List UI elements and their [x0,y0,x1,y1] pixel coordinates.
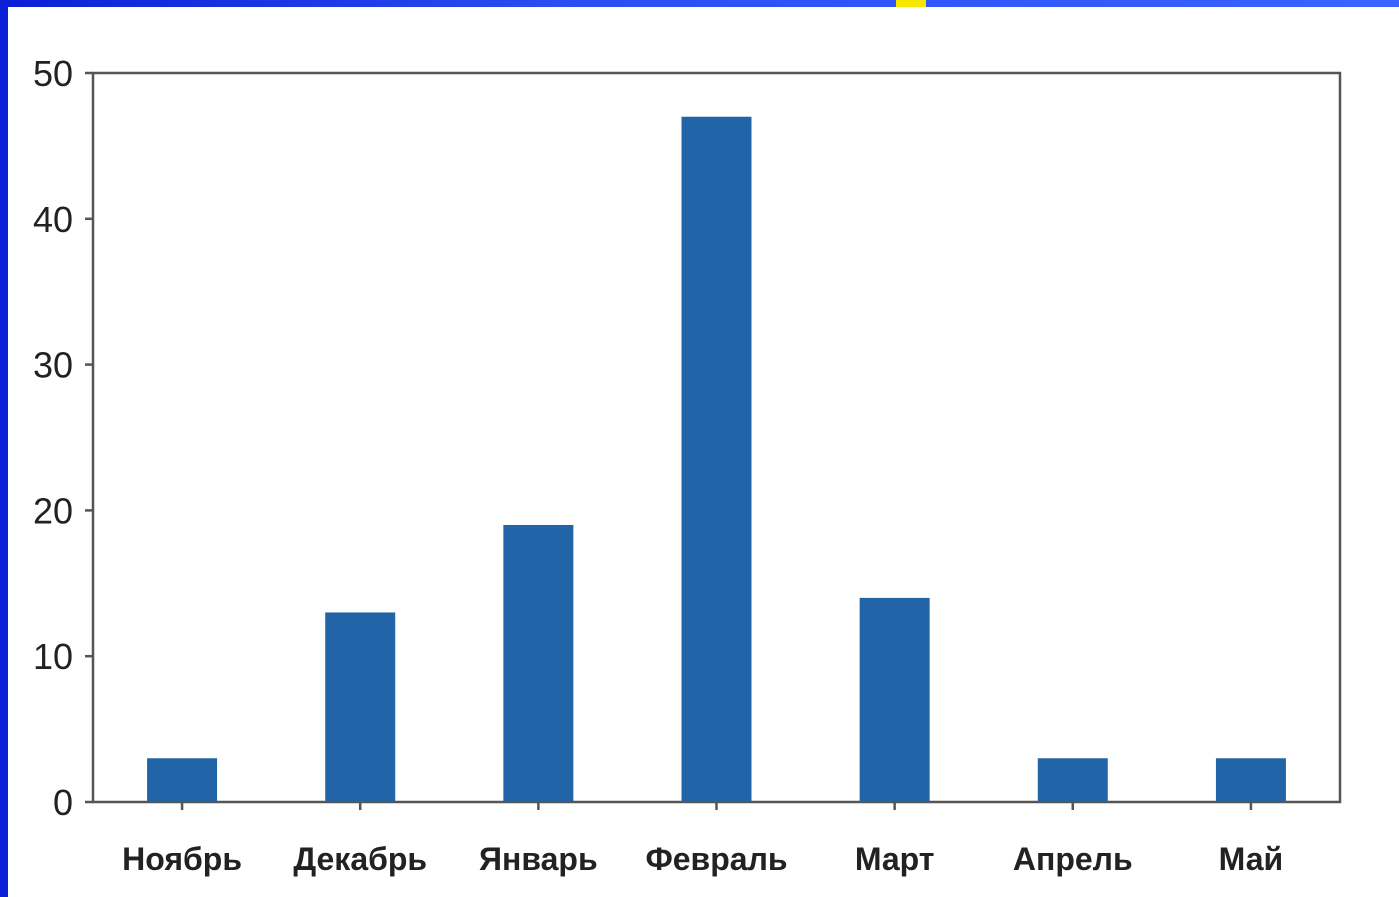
y-tick-label: 50 [33,53,73,94]
bar-5 [859,597,930,802]
y-tick-label: 40 [33,199,73,240]
x-tick-label: Ноябрь [122,841,242,877]
x-tick-label: Январь [479,841,598,877]
bar-2 [325,612,396,802]
plot-area: 0 10 20 30 40 50 Ноябрь Декабрь Январь Февраль Мар… [33,53,1342,877]
y-tick-label: 20 [33,490,73,531]
bar-4 [681,116,752,803]
x-tick-label: Декабрь [293,841,427,877]
y-tick-label: 30 [33,345,73,386]
x-tick-label: Апрель [1013,841,1133,877]
bar-7 [1215,758,1286,802]
x-tick-label: Февраль [645,841,787,877]
top-accent-mark [896,0,926,7]
y-tick-label: 10 [33,636,73,677]
x-tick-label: Март [855,841,935,877]
y-tick-label: 0 [53,782,73,823]
bar-3 [503,524,574,802]
chart-frame: 0 10 20 30 40 50 Ноябрь Декабрь Январь Февраль Мар… [8,7,1399,897]
bar-1 [147,758,218,802]
x-tick-label: Май [1219,841,1284,877]
bar-chart: 0 10 20 30 40 50 Ноябрь Декабрь Январь Февраль Мар… [33,53,1342,877]
bar-6 [1037,758,1108,802]
